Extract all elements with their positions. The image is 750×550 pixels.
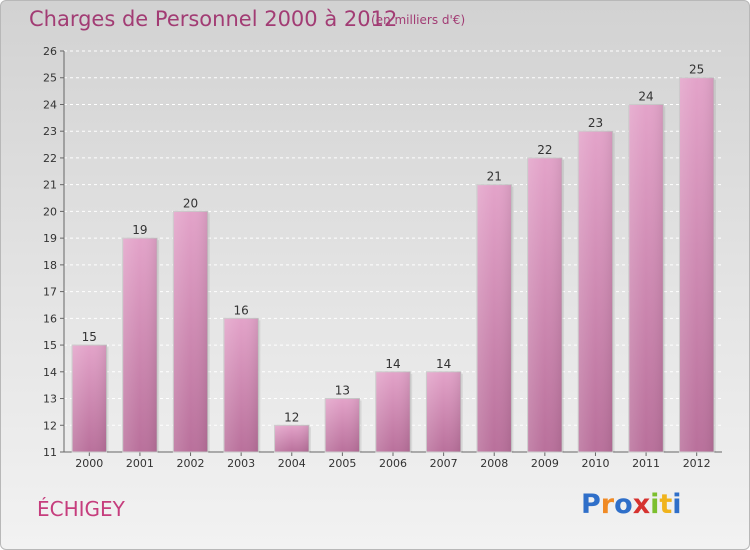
y-tick-label: 26 xyxy=(43,45,57,58)
bar-highlight xyxy=(274,425,309,452)
x-tick-label-2007: 2007 xyxy=(430,457,458,470)
value-label-2004: 12 xyxy=(284,410,299,424)
x-tick-label-2009: 2009 xyxy=(531,457,559,470)
value-label-2012: 25 xyxy=(689,63,704,77)
x-tick-label-2003: 2003 xyxy=(227,457,255,470)
bar-highlight xyxy=(628,104,664,452)
x-tick-label-2002: 2002 xyxy=(177,457,205,470)
chart-unit: (en milliers d'€) xyxy=(371,13,466,27)
value-label-2000: 15 xyxy=(82,330,97,344)
bar-highlight xyxy=(477,184,512,452)
value-label-2005: 13 xyxy=(335,384,350,398)
y-tick-label: 13 xyxy=(43,393,57,406)
value-label-2001: 19 xyxy=(132,223,147,237)
x-tick-label-2004: 2004 xyxy=(278,457,306,470)
y-tick-label: 21 xyxy=(43,179,57,192)
logo-letter: P xyxy=(581,489,601,520)
bar-highlight xyxy=(325,398,360,452)
bar-highlight xyxy=(527,157,563,452)
value-label-2009: 22 xyxy=(537,143,552,157)
logo-letter: t xyxy=(659,489,673,520)
value-label-2008: 21 xyxy=(487,170,502,184)
y-tick-label: 20 xyxy=(43,205,57,218)
bar-highlight xyxy=(173,211,208,452)
commune-name: ÉCHIGEY xyxy=(37,497,125,521)
y-tick-label: 16 xyxy=(43,312,57,325)
y-tick-label: 22 xyxy=(43,152,57,165)
value-label-2006: 14 xyxy=(385,357,400,371)
bar-highlight xyxy=(72,345,107,452)
x-tick-label-2006: 2006 xyxy=(379,457,407,470)
logo-letter: i xyxy=(650,489,660,520)
value-label-2007: 14 xyxy=(436,357,451,371)
bar-highlight xyxy=(679,77,714,452)
bar-highlight xyxy=(375,371,411,452)
y-tick-label: 14 xyxy=(43,366,57,379)
logo-letter: x xyxy=(632,489,651,520)
bar-highlight xyxy=(578,131,613,452)
x-tick-label-2001: 2001 xyxy=(126,457,154,470)
x-tick-label-2005: 2005 xyxy=(328,457,356,470)
value-label-2002: 20 xyxy=(183,196,198,210)
value-label-2010: 23 xyxy=(588,116,603,130)
y-tick-label: 19 xyxy=(43,232,57,245)
bar-highlight xyxy=(426,371,461,452)
y-tick-label: 17 xyxy=(43,286,57,299)
x-tick-label-2008: 2008 xyxy=(480,457,508,470)
x-tick-label-2011: 2011 xyxy=(632,457,660,470)
logo-letter: o xyxy=(614,489,633,520)
y-tick-label: 11 xyxy=(43,446,57,459)
bar-highlight xyxy=(223,318,259,452)
y-tick-label: 24 xyxy=(43,98,57,111)
x-tick-label-2012: 2012 xyxy=(683,457,711,470)
y-tick-label: 15 xyxy=(43,339,57,352)
y-tick-label: 18 xyxy=(43,259,57,272)
proxiti-logo: Proxiti xyxy=(581,489,682,520)
y-tick-label: 12 xyxy=(43,419,57,432)
value-label-2011: 24 xyxy=(638,89,653,103)
value-label-2003: 16 xyxy=(234,303,249,317)
x-tick-label-2000: 2000 xyxy=(75,457,103,470)
bar-highlight xyxy=(122,238,158,452)
x-tick-label-2010: 2010 xyxy=(581,457,609,470)
chart-title: Charges de Personnel 2000 à 2012 xyxy=(29,7,398,31)
y-tick-label: 25 xyxy=(43,72,57,85)
y-tick-label: 23 xyxy=(43,125,57,138)
logo-letter: r xyxy=(600,489,615,520)
logo-letter: i xyxy=(672,489,682,520)
